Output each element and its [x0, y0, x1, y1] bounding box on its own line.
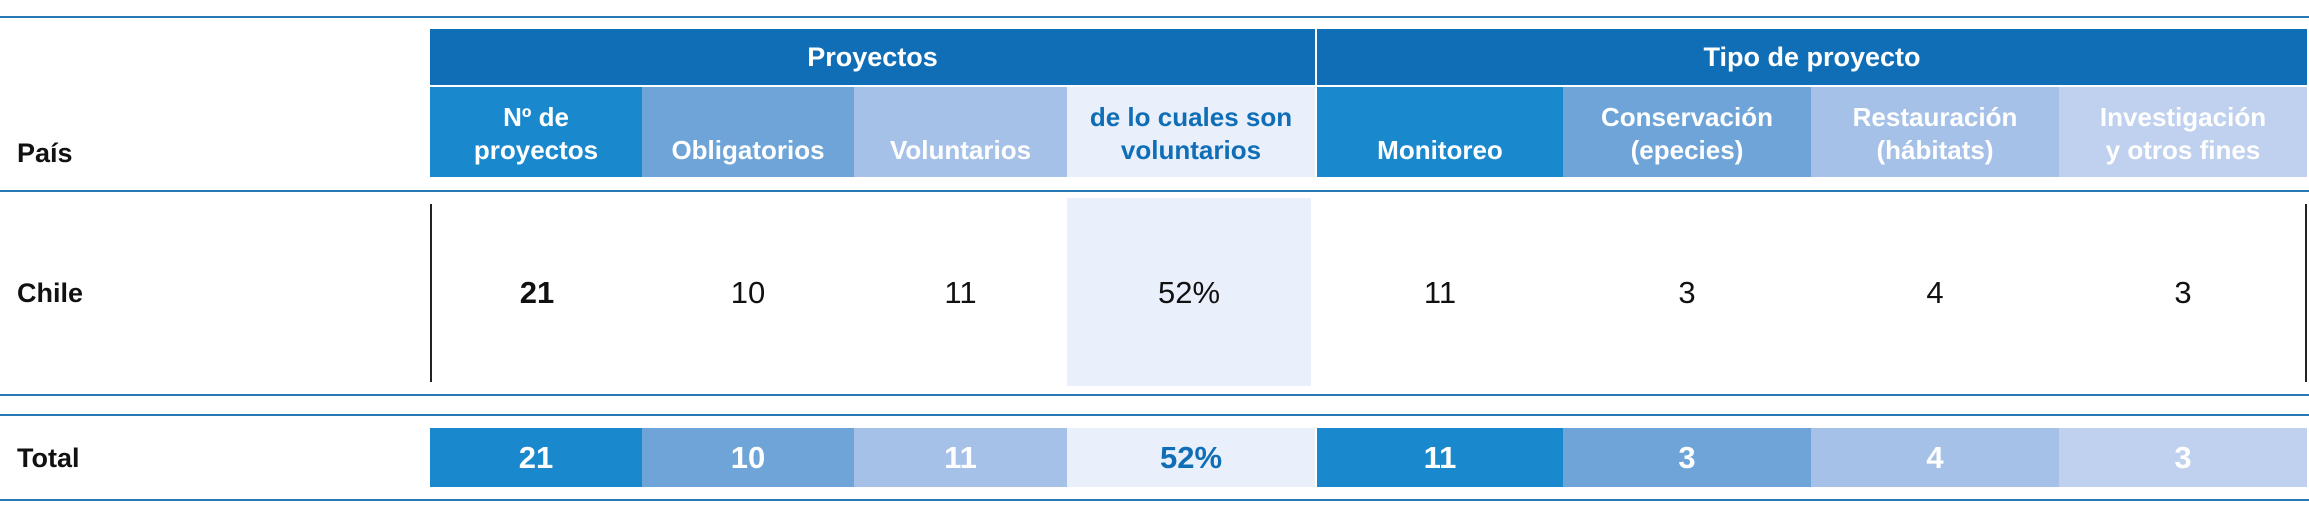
col-header-restauracion-text: Restauración (hábitats): [1852, 102, 2018, 165]
total-investigacion: 3: [2059, 428, 2307, 487]
cell-pct-voluntarios: 52%: [1157, 274, 1221, 310]
col-header-investigacion: Investigación y otros fines: [2059, 87, 2307, 177]
group-header-tipo-de-proyecto: Tipo de proyecto: [1317, 29, 2307, 85]
row-left-border: [430, 204, 432, 382]
col-header-conservacion: Conservación (epecies): [1563, 87, 1811, 177]
total-top-rule: [0, 414, 2309, 416]
top-rule: [0, 16, 2309, 18]
col-header-n-proyectos-text: Nº de proyectos: [473, 102, 599, 165]
total-obligatorios: 10: [642, 428, 854, 487]
cell-obligatorios: 10: [730, 274, 766, 310]
group-header-proyectos: Proyectos: [430, 29, 1315, 85]
total-monitoreo: 11: [1317, 428, 1563, 487]
row-right-border: [2305, 204, 2307, 382]
header-pais-label: País: [17, 137, 73, 168]
total-label: Total: [17, 442, 80, 473]
bottom-rule: [0, 499, 2309, 501]
row-pais-label: Chile: [17, 277, 84, 308]
cell-conservacion: 3: [1678, 274, 1696, 310]
pct-column-highlight: [1067, 198, 1311, 386]
col-header-investigacion-text: Investigación y otros fines: [2099, 102, 2267, 165]
total-pct-voluntarios: 52%: [1067, 428, 1315, 487]
cell-n-proyectos: 21: [519, 274, 555, 310]
col-header-restauracion: Restauración (hábitats): [1811, 87, 2059, 177]
col-header-obligatorios: Obligatorios: [642, 87, 854, 177]
col-header-pct-voluntarios-text: de lo cuales son voluntarios: [1089, 102, 1293, 165]
total-n-proyectos: 21: [430, 428, 642, 487]
cell-voluntarios: 11: [944, 274, 977, 310]
cell-monitoreo: 11: [1423, 274, 1457, 310]
group-header-divider: [1315, 29, 1317, 177]
cell-restauracion: 4: [1926, 274, 1944, 310]
col-header-conservacion-text: Conservación (epecies): [1601, 102, 1773, 165]
total-conservacion: 3: [1563, 428, 1811, 487]
col-header-monitoreo: Monitoreo: [1317, 87, 1563, 177]
header-bottom-rule: [0, 190, 2309, 192]
cell-investigacion: 3: [2174, 274, 2192, 310]
row-bottom-rule: [0, 394, 2309, 396]
col-header-n-proyectos: Nº de proyectos: [430, 87, 642, 177]
col-header-voluntarios: Voluntarios: [854, 87, 1067, 177]
total-voluntarios: 11: [854, 428, 1067, 487]
col-header-pct-voluntarios: de lo cuales son voluntarios: [1067, 87, 1315, 177]
total-restauracion: 4: [1811, 428, 2059, 487]
